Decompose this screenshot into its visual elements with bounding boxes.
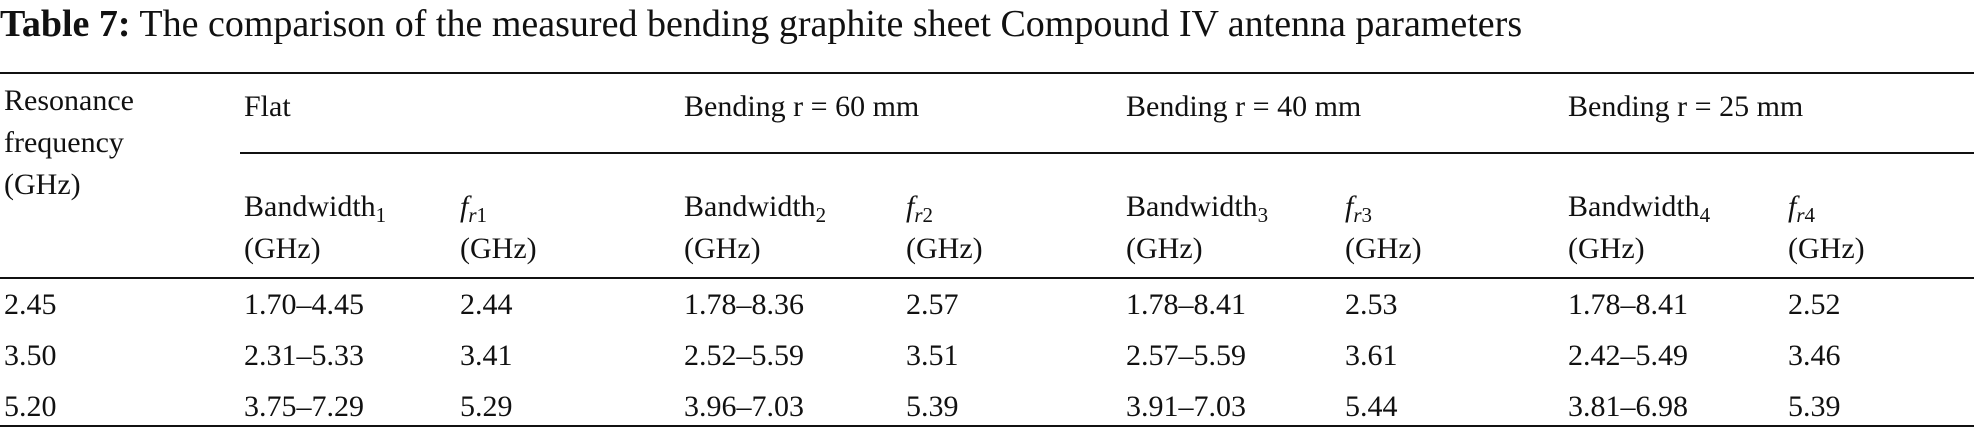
sub-header: fr3 (GHz) <box>1345 186 1422 270</box>
sub-header: Bandwidth2 (GHz) <box>684 186 826 270</box>
subscript-italic: r <box>1796 203 1805 227</box>
header-unit: (GHz) <box>1345 232 1422 265</box>
cell-value: 2.52–5.59 <box>684 339 804 372</box>
cell-value: 3.96–7.03 <box>684 390 804 423</box>
cell-value: 5.39 <box>906 390 959 423</box>
row-label: 3.50 <box>4 339 57 372</box>
header-unit: (GHz) <box>1788 232 1865 265</box>
cell-value: 2.42–5.49 <box>1568 339 1688 372</box>
caption-label: Table 7: <box>0 3 131 45</box>
sub-header: Bandwidth3 (GHz) <box>1126 186 1268 270</box>
caption-text: The comparison of the measured bending g… <box>139 3 1523 45</box>
top-rule <box>0 72 1974 74</box>
group-header: Bending r = 40 mm <box>1126 90 1362 123</box>
cell-value: 2.44 <box>460 288 513 321</box>
header-subscript: r1 <box>468 203 487 227</box>
header-rule <box>0 277 1974 279</box>
group-header: Bending r = 25 mm <box>1568 90 1804 123</box>
cell-value: 5.29 <box>460 390 513 423</box>
cell-value: 5.39 <box>1788 390 1841 423</box>
header-main: f <box>1788 190 1797 223</box>
cell-value: 2.57 <box>906 288 959 321</box>
subscript-text: 2 <box>815 203 827 227</box>
caption: Table 7: The comparison of the measured … <box>0 2 1522 46</box>
header-subscript: 3 <box>1258 203 1269 227</box>
header-main: Bandwidth <box>244 190 376 223</box>
cell-value: 2.57–5.59 <box>1126 339 1246 372</box>
subscript-text: 4 <box>1804 203 1816 227</box>
header-subscript: r3 <box>1353 203 1372 227</box>
header-unit: (GHz) <box>460 232 537 265</box>
subscript-italic: r <box>914 203 923 227</box>
row-header: Resonance frequency (GHz) <box>4 84 134 201</box>
header-subscript: 4 <box>1700 203 1711 227</box>
header-main: f <box>906 190 915 223</box>
sub-header: Bandwidth4 (GHz) <box>1568 186 1710 270</box>
cell-value: 1.78–8.41 <box>1126 288 1246 321</box>
cell-value: 5.44 <box>1345 390 1398 423</box>
cell-value: 3.46 <box>1788 339 1841 372</box>
cell-value: 3.91–7.03 <box>1126 390 1246 423</box>
subscript-text: 3 <box>1361 203 1373 227</box>
header-unit: (GHz) <box>244 232 321 265</box>
cell-value: 2.52 <box>1788 288 1841 321</box>
cell-value: 3.51 <box>906 339 959 372</box>
header-unit: (GHz) <box>1568 232 1645 265</box>
group-rule <box>240 152 1974 154</box>
sub-header: Bandwidth1 (GHz) <box>244 186 386 270</box>
cell-value: 1.78–8.36 <box>684 288 804 321</box>
header-main: Bandwidth <box>1568 190 1700 223</box>
bottom-rule <box>0 425 1974 427</box>
header-subscript: r2 <box>914 203 933 227</box>
header-unit: (GHz) <box>1126 232 1203 265</box>
subscript-text: 1 <box>375 203 387 227</box>
cell-value: 3.81–6.98 <box>1568 390 1688 423</box>
header-subscript: r4 <box>1796 203 1815 227</box>
cell-value: 1.70–4.45 <box>244 288 364 321</box>
subscript-italic: r <box>1353 203 1362 227</box>
subscript-text: 1 <box>476 203 488 227</box>
cell-value: 1.78–8.41 <box>1568 288 1688 321</box>
sub-header: fr1 (GHz) <box>460 186 537 270</box>
subscript-text: 4 <box>1699 203 1711 227</box>
sub-header: fr2 (GHz) <box>906 186 983 270</box>
cell-value: 2.53 <box>1345 288 1398 321</box>
cell-value: 2.31–5.33 <box>244 339 364 372</box>
group-header: Bending r = 60 mm <box>684 90 920 123</box>
cell-value: 3.75–7.29 <box>244 390 364 423</box>
header-subscript: 2 <box>816 203 827 227</box>
cell-value: 3.61 <box>1345 339 1398 372</box>
header-main: Bandwidth <box>1126 190 1258 223</box>
subscript-text: 2 <box>922 203 934 227</box>
group-header: Flat <box>244 90 291 123</box>
header-main: f <box>460 190 469 223</box>
row-label: 2.45 <box>4 288 57 321</box>
header-main: Bandwidth <box>684 190 816 223</box>
header-subscript: 1 <box>376 203 387 227</box>
header-unit: (GHz) <box>684 232 761 265</box>
header-main: f <box>1345 190 1354 223</box>
subscript-italic: r <box>468 203 477 227</box>
header-unit: (GHz) <box>906 232 983 265</box>
subscript-text: 3 <box>1257 203 1269 227</box>
sub-header: fr4 (GHz) <box>1788 186 1865 270</box>
row-label: 5.20 <box>4 390 57 423</box>
cell-value: 3.41 <box>460 339 513 372</box>
